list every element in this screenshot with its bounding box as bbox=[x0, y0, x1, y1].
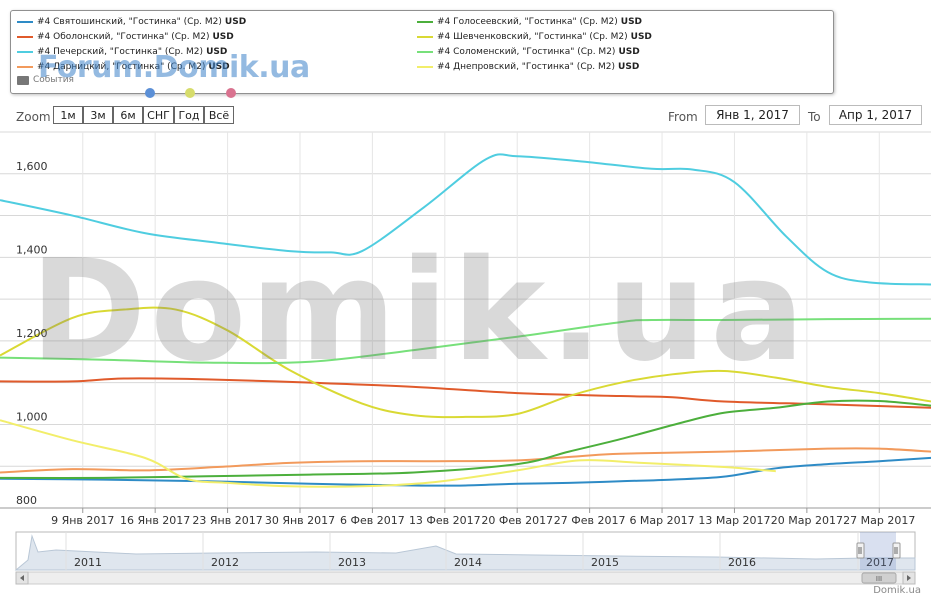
y-tick-label: 1,600 bbox=[16, 160, 48, 173]
legend-item-events[interactable]: События bbox=[17, 75, 74, 85]
navigator-area bbox=[14, 534, 916, 571]
series-line-7[interactable] bbox=[0, 419, 776, 488]
navigator-year-label: 2014 bbox=[454, 556, 482, 569]
y-axis-labels: 800 1,000 1,200 1,400 1,600 bbox=[16, 160, 48, 507]
zoom-6m-button[interactable]: 6м bbox=[113, 106, 143, 124]
x-tick-label: 27 Mар 2017 bbox=[843, 514, 915, 527]
x-tick-label: 13 Фев 2017 bbox=[409, 514, 481, 527]
x-tick-label: 9 Янв 2017 bbox=[51, 514, 114, 527]
legend-label: #4 Шевченковский, "Гостинка" (Ср. М2) bbox=[437, 32, 628, 42]
zoom-3m-button[interactable]: 3м bbox=[83, 106, 113, 124]
navigator-year-label: 2015 bbox=[591, 556, 619, 569]
zoom-label: Zoom bbox=[16, 110, 51, 124]
legend-swatch bbox=[17, 21, 33, 23]
legend-swatch bbox=[17, 51, 33, 53]
legend-label: #4 Оболонский, "Гостинка" (Ср. М2) bbox=[37, 32, 210, 42]
legend-label: #4 Дарницкий, "Гостинка" (Ср. М2) bbox=[37, 62, 206, 72]
legend-item-dniprovskyi[interactable]: #4 Днепровский, "Гостинка" (Ср. М2) USD bbox=[417, 62, 639, 72]
scrollbar-thumb[interactable] bbox=[861, 572, 897, 584]
to-date-input[interactable] bbox=[829, 105, 922, 125]
to-label: To bbox=[808, 110, 821, 124]
zoom-ytd-button[interactable]: СНГ bbox=[143, 106, 174, 124]
navigator-year-label: 2013 bbox=[338, 556, 366, 569]
scroll-left-arrow-icon bbox=[20, 575, 24, 581]
x-tick-label: 20 Mар 2017 bbox=[771, 514, 843, 527]
legend-unit: USD bbox=[630, 32, 652, 42]
legend-unit: USD bbox=[618, 47, 640, 57]
from-label: From bbox=[668, 110, 698, 124]
series-line-4[interactable] bbox=[0, 399, 931, 480]
series-line-3[interactable] bbox=[0, 447, 931, 474]
legend: #4 Святошинский, "Гостинка" (Ср. М2) USD… bbox=[10, 10, 834, 94]
navigator-year-label: 2016 bbox=[728, 556, 756, 569]
legend-item-sviatoshynskyi[interactable]: #4 Святошинский, "Гостинка" (Ср. М2) USD bbox=[17, 17, 246, 27]
legend-unit: USD bbox=[620, 17, 643, 27]
legend-swatch bbox=[417, 51, 433, 53]
x-tick-label: 20 Фев 2017 bbox=[481, 514, 553, 527]
credit-label: Domik.ua bbox=[873, 585, 921, 596]
scroll-right-arrow-icon bbox=[907, 575, 911, 581]
legend-item-pecherskyi[interactable]: #4 Печерский, "Гостинка" (Ср. М2) USD bbox=[17, 47, 227, 57]
legend-swatch bbox=[17, 36, 33, 38]
events-swatch bbox=[17, 75, 29, 85]
legend-label: #4 Соломенский, "Гостинка" (Ср. М2) bbox=[437, 47, 616, 57]
legend-unit: USD bbox=[212, 32, 234, 42]
legend-swatch bbox=[417, 36, 433, 38]
x-tick-label: 23 Янв 2017 bbox=[192, 514, 262, 527]
legend-item-solomianskyi[interactable]: #4 Соломенский, "Гостинка" (Ср. М2) USD bbox=[417, 47, 640, 57]
zoom-1y-button[interactable]: Год bbox=[174, 106, 204, 124]
series-layer bbox=[0, 153, 931, 488]
series-line-1[interactable] bbox=[0, 377, 931, 409]
series-line-5[interactable] bbox=[0, 306, 931, 419]
navigator-year-label: 2012 bbox=[211, 556, 239, 569]
navigator[interactable]: 2011 2012 2013 2014 2015 2016 2017 III bbox=[14, 531, 916, 585]
x-tick-label: 6 Фев 2017 bbox=[340, 514, 405, 527]
legend-unit: USD bbox=[206, 47, 228, 57]
y-tick-label: 800 bbox=[16, 494, 37, 507]
navigator-year-label: 2017 bbox=[866, 556, 894, 569]
series-line-2[interactable] bbox=[0, 153, 931, 286]
legend-item-shevchenkivskyi[interactable]: #4 Шевченковский, "Гостинка" (Ср. М2) US… bbox=[417, 32, 652, 42]
x-tick-label: 16 Янв 2017 bbox=[120, 514, 190, 527]
event-dot-blue[interactable] bbox=[145, 88, 155, 98]
x-tick-label: 30 Янв 2017 bbox=[265, 514, 335, 527]
legend-unit: USD bbox=[208, 62, 230, 72]
x-tick-label: 6 Mар 2017 bbox=[629, 514, 694, 527]
x-axis-labels: 9 Янв 2017 16 Янв 2017 23 Янв 2017 30 Янв 2… bbox=[51, 508, 915, 527]
legend-label: #4 Голосеевский, "Гостинка" (Ср. М2) bbox=[437, 17, 618, 27]
y-tick-label: 1,000 bbox=[16, 410, 48, 423]
legend-swatch bbox=[417, 21, 433, 23]
legend-swatch bbox=[417, 66, 433, 68]
legend-unit: USD bbox=[224, 17, 247, 27]
legend-item-holosiivskyi[interactable]: #4 Голосеевский, "Гостинка" (Ср. М2) USD bbox=[417, 17, 642, 27]
y-tick-label: 1,200 bbox=[16, 327, 48, 340]
x-tick-label: 13 Mар 2017 bbox=[698, 514, 770, 527]
scrollbar-thumb-grip: III bbox=[876, 575, 882, 583]
navigator-year-label: 2011 bbox=[74, 556, 102, 569]
legend-label: #4 Святошинский, "Гостинка" (Ср. М2) bbox=[37, 17, 222, 27]
zoom-all-button[interactable]: Всё bbox=[204, 106, 234, 124]
event-dot-pink[interactable] bbox=[226, 88, 236, 98]
y-tick-label: 1,400 bbox=[16, 243, 48, 256]
legend-item-obolonskyi[interactable]: #4 Оболонский, "Гостинка" (Ср. М2) USD bbox=[17, 32, 234, 42]
x-tick-label: 27 Фев 2017 bbox=[554, 514, 626, 527]
legend-label: #4 Днепровский, "Гостинка" (Ср. М2) bbox=[437, 62, 616, 72]
legend-unit: USD bbox=[618, 62, 640, 72]
navigator-selection[interactable] bbox=[860, 532, 896, 570]
legend-label: #4 Печерский, "Гостинка" (Ср. М2) bbox=[37, 47, 204, 57]
legend-swatch bbox=[17, 66, 33, 68]
zoom-1m-button[interactable]: 1м bbox=[53, 106, 83, 124]
event-dot-yellow[interactable] bbox=[185, 88, 195, 98]
series-line-6[interactable] bbox=[0, 317, 931, 365]
forum-watermark: Forum.Domik.ua bbox=[38, 50, 310, 85]
from-date-input[interactable] bbox=[705, 105, 800, 125]
grid-layer bbox=[0, 131, 931, 509]
range-selector: Zoom 1м 3м 6м СНГ Год Всё From To bbox=[10, 104, 931, 128]
scrollbar-track[interactable] bbox=[15, 571, 916, 585]
legend-item-darnytskyi[interactable]: #4 Дарницкий, "Гостинка" (Ср. М2) USD bbox=[17, 62, 230, 72]
events-label: События bbox=[33, 75, 74, 85]
